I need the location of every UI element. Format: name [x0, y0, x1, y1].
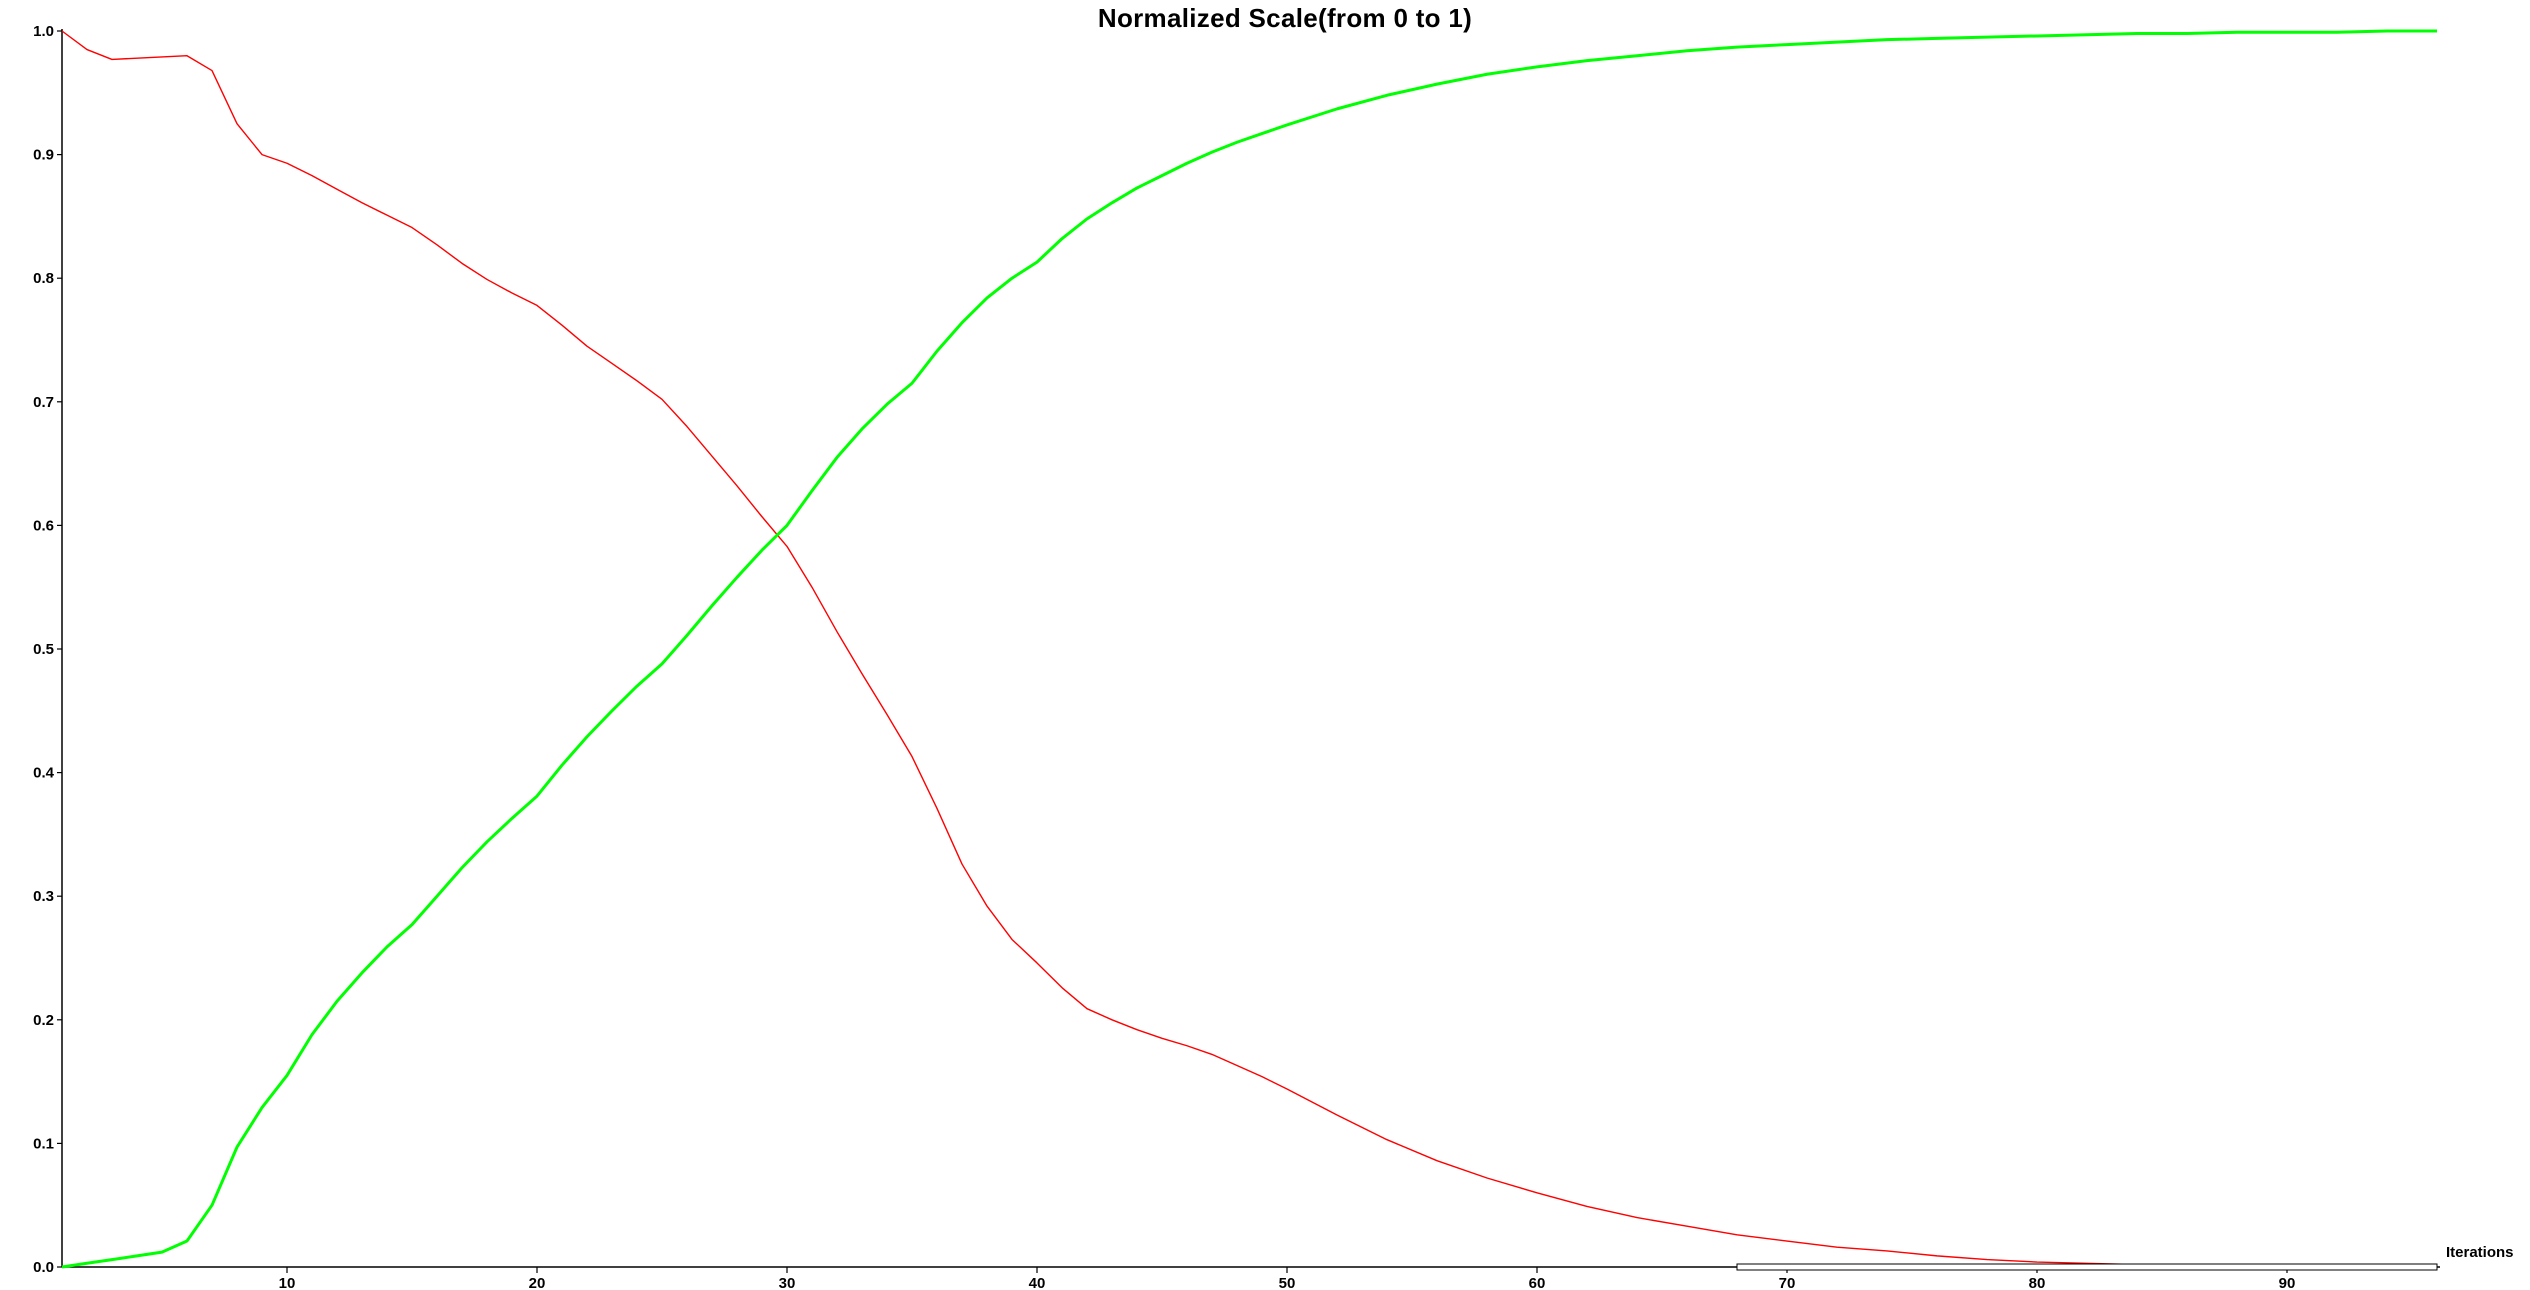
y-tick-label: 0.4	[33, 765, 55, 782]
x-tick-label: 20	[529, 1275, 546, 1290]
y-tick-label: 0.6	[33, 517, 54, 534]
series-line-2	[61, 29, 2437, 1269]
chart-title: Normalized Scale(from 0 to 1)	[1097, 2, 1473, 33]
y-tick-label: 0.2	[33, 1012, 54, 1029]
x-tick-label: 30	[779, 1275, 796, 1290]
y-tick-label: 0.9	[33, 147, 54, 164]
x-tick-label: 10	[279, 1275, 296, 1290]
x-scrollbar[interactable]	[1736, 1263, 2438, 1271]
scrollbar-thumb[interactable]	[1736, 1263, 2438, 1271]
x-tick-label: 40	[1029, 1275, 1046, 1290]
series-lines	[61, 29, 2437, 1269]
y-tick-label: 0.8	[33, 270, 54, 287]
y-tick-label: 1.0	[33, 23, 54, 40]
x-tick-label: 80	[2029, 1275, 2046, 1290]
x-tick-label: 90	[2279, 1275, 2296, 1290]
y-tick-label: 0.0	[33, 1259, 54, 1276]
y-tick-label: 0.5	[33, 641, 54, 658]
x-tick-label: 50	[1279, 1275, 1296, 1290]
axes	[61, 29, 2440, 1268]
y-tick-label: 0.1	[33, 1135, 54, 1152]
series-line-1	[61, 30, 2437, 1268]
tick-marks: 0.0 0.1 0.2 0.3 0.4 0.5 0.6 0.7 0.8 0.9 1.0 10 20 30 4…	[33, 23, 2295, 1290]
y-tick-label: 0.3	[33, 888, 54, 905]
x-tick-label: 70	[1779, 1275, 1796, 1290]
x-axis-label: Iterations	[2446, 1244, 2514, 1261]
y-tick-label: 0.7	[33, 394, 54, 411]
x-tick-label: 60	[1529, 1275, 1546, 1290]
